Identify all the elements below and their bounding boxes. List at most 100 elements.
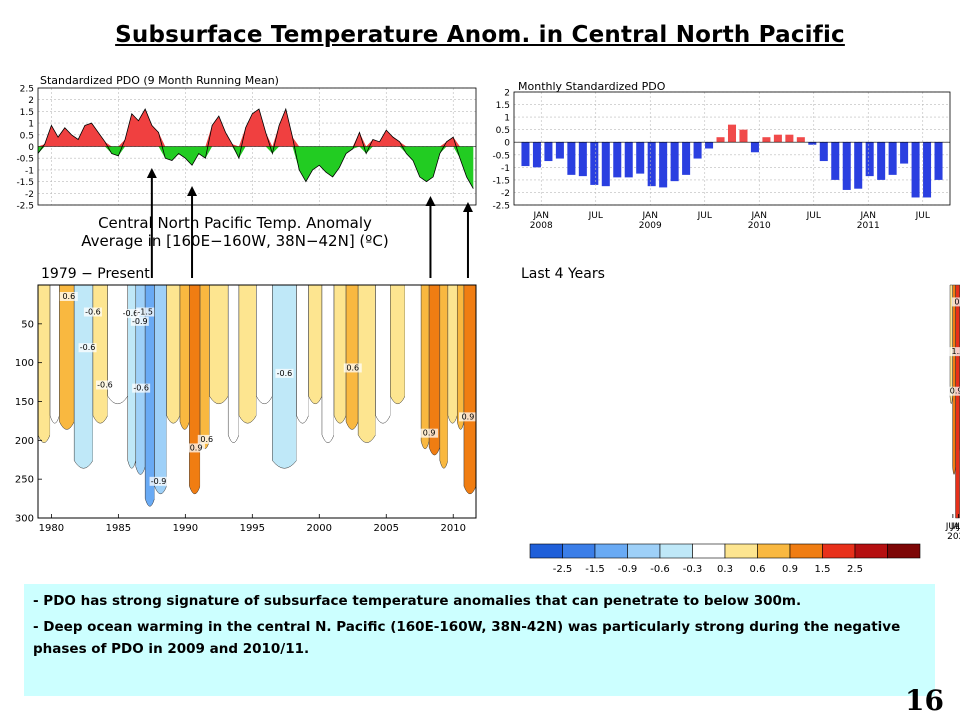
chart-title: Monthly Standardized PDO [518, 80, 666, 93]
y-tick-label: 1.5 [20, 108, 34, 118]
contour-label: 0.9 [190, 443, 203, 452]
arrow-head [425, 196, 436, 206]
y-tick-label: 2 [504, 89, 510, 99]
pdo-bar [934, 142, 943, 180]
pdo-bar [647, 142, 656, 187]
x-tick-label: JUL [945, 522, 960, 532]
heat-region [209, 284, 229, 405]
contour-label: -0.9 [151, 477, 167, 486]
negative-area [38, 146, 474, 189]
pdo-bar [716, 137, 725, 143]
pdo-bar [773, 134, 782, 143]
y-tick-label: 0 [504, 139, 510, 149]
colorbar-swatch [854, 543, 888, 559]
contour-label-bg [83, 307, 102, 317]
contour-label-bg [275, 368, 294, 378]
colorbar-label: -0.6 [650, 564, 670, 575]
colorbar-swatch [529, 543, 563, 559]
y-tick-label: -1.5 [16, 178, 34, 188]
y-tick-label: -1.5 [492, 176, 510, 186]
x-tick-label: JUL [956, 522, 960, 532]
plot-frame [37, 87, 477, 206]
arrow-head [462, 202, 473, 212]
pdo-bar [888, 142, 897, 175]
x-tick-label: JAN [751, 211, 767, 221]
contour-label-bg [130, 316, 149, 326]
arrow-head [146, 168, 157, 178]
y-tick-label: 1 [28, 120, 34, 130]
pdo-bar [900, 142, 909, 164]
pdo-bar [854, 142, 863, 189]
heat-region [952, 284, 956, 475]
pdo-bar [624, 142, 633, 178]
contour-label-bg [197, 434, 216, 444]
pdo-bar [785, 134, 794, 143]
plot-frame [513, 91, 951, 206]
y-tick-label: 2 [28, 96, 34, 106]
heat-region [456, 284, 465, 430]
pdo-bar [923, 142, 932, 198]
pdo-bar [762, 137, 771, 143]
pdo-bar [819, 142, 828, 162]
pdo-bar [796, 137, 805, 143]
pdo-bar [750, 142, 759, 153]
x-tick-label: JUL [915, 211, 930, 221]
x-tick-label: 2008 [530, 221, 553, 231]
x-tick-label: 1985 [106, 523, 131, 534]
y-tick-label: -2 [501, 189, 510, 199]
heat-region [144, 284, 155, 507]
pdo-monthly-bar-chart: Monthly Standardized PDO 2 1.5 1 0.5 0 -0.5 -1 -… [492, 80, 951, 231]
heat-region [375, 284, 391, 424]
heat-region [390, 284, 406, 405]
x-tick-label: JUL [588, 211, 603, 221]
note-2: - Deep ocean warming in the central N. P… [33, 619, 901, 657]
y-tick-label: -0.5 [16, 155, 34, 165]
x-tick-label: 2010 [959, 532, 960, 542]
colorbar-label: 0.9 [782, 564, 798, 575]
colorbar-label: -0.9 [618, 564, 638, 575]
pdo-bar [555, 142, 564, 159]
x-tick-label: 1995 [240, 523, 265, 534]
heat-region [308, 284, 323, 405]
pdo-bar [532, 142, 541, 168]
heat-region [296, 284, 309, 424]
x-tick-label: JAN [950, 522, 960, 532]
left-period-label: 1979 − Present [41, 266, 150, 282]
y-tick-label: 1 [504, 114, 510, 124]
heat-region [49, 284, 60, 424]
pdo-bar [544, 142, 553, 162]
contour-label: 0.6 [200, 435, 213, 444]
pdo-bar [590, 142, 599, 185]
heat-region [166, 284, 181, 424]
colorbar-swatch [757, 543, 791, 559]
y-tick-label: -2.5 [16, 202, 34, 212]
note-1: - PDO has strong signature of subsurface… [33, 593, 802, 609]
x-tick-label: 2011 [947, 532, 960, 542]
chart-title: Standardized PDO (9 Month Running Mean) [40, 74, 279, 87]
heat-region [227, 284, 240, 443]
heatmap-last-4-years: 0.60.90.60.90.91.50.950100150200250300JA… [945, 284, 960, 542]
colorbar-swatch [659, 543, 693, 559]
pdo-arrows [146, 168, 473, 278]
y-tick-label: 200 [15, 436, 34, 447]
contour-label-bg [951, 297, 960, 307]
heat-region [59, 284, 75, 430]
central-anomaly-title-line1: Central North Pacific Temp. Anomaly [98, 214, 372, 232]
colorbar-label: 1.5 [815, 564, 831, 575]
x-tick-label: 2009 [639, 221, 662, 231]
heat-region [955, 284, 960, 519]
colorbar-swatch [562, 543, 596, 559]
colorbar-label: 0.3 [717, 564, 733, 575]
contour-label: 0.9 [950, 387, 960, 396]
x-tick-label: JAN [642, 211, 658, 221]
contour-label: 0.9 [462, 412, 475, 421]
x-tick-label: 1990 [173, 523, 198, 534]
x-tick-label: JUL [806, 211, 821, 221]
pdo-bar [911, 142, 920, 198]
contour-label: -0.6 [97, 381, 113, 390]
colorbar-swatch [724, 543, 758, 559]
contour-label: -0.6 [85, 308, 101, 317]
x-tick-label: JAN [860, 211, 876, 221]
contour-label-bg [947, 386, 960, 396]
contour-label: -0.6 [123, 309, 139, 318]
